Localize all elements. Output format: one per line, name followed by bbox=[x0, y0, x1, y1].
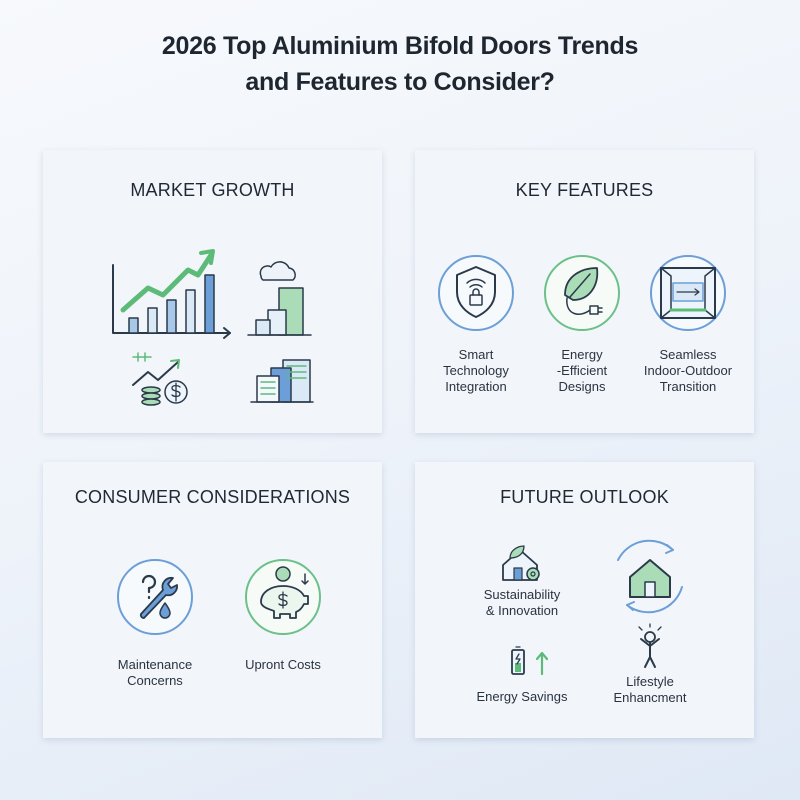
label-line: Integration bbox=[445, 379, 507, 394]
feature-label: Seamless Indoor-Outdoor Transition bbox=[623, 347, 753, 395]
label-line: Enhancment bbox=[613, 690, 687, 705]
label-line: -Efficient bbox=[556, 363, 608, 378]
label-line: Concerns bbox=[127, 673, 183, 688]
consideration-label: Upront Costs bbox=[218, 657, 348, 673]
panel: FUTURE OUTLOOK Sustainability & Innovati… bbox=[415, 462, 754, 738]
icons bbox=[438, 255, 726, 331]
icons bbox=[112, 249, 314, 406]
feature-label: Energy -Efficient Designs bbox=[517, 347, 647, 395]
icons bbox=[502, 539, 683, 676]
label-line: Maintenance bbox=[117, 657, 193, 672]
label-line: & Innovation bbox=[485, 603, 559, 618]
panel-title: FUTURE OUTLOOK bbox=[500, 487, 669, 507]
feature-label: Smart Technology Integration bbox=[411, 347, 541, 395]
label-line: Energy Savings bbox=[476, 689, 568, 704]
panel-title: MARKET GROWTH bbox=[130, 180, 295, 200]
icons bbox=[117, 559, 321, 635]
panel: KEY FEATURES Smart Technology Integratio… bbox=[415, 150, 754, 433]
label-line: Seamless bbox=[659, 347, 717, 362]
outlook-label: Sustainability & Innovation bbox=[457, 587, 587, 619]
label-line: Transition bbox=[659, 379, 717, 394]
title-line: and Features to Consider? bbox=[245, 68, 555, 96]
panel: MARKET GROWTH bbox=[43, 150, 382, 433]
panel-title: CONSUMER CONSIDERATIONS bbox=[74, 487, 351, 507]
page-title: 2026 Top Aluminium Bifold Doors Trends a… bbox=[0, 28, 800, 100]
outlook-label: Lifestyle Enhancment bbox=[585, 674, 715, 706]
title-line: 2026 Top Aluminium Bifold Doors Trends bbox=[161, 32, 639, 60]
label-line: Sustainability bbox=[483, 587, 561, 602]
label-line: Upront Costs bbox=[245, 657, 321, 672]
label-line: Indoor-Outdoor bbox=[643, 363, 733, 378]
panel-title: KEY FEATURES bbox=[515, 180, 654, 200]
label-line: Technology bbox=[443, 363, 509, 378]
outlook-label: Energy Savings bbox=[457, 689, 587, 705]
label-line: Lifestyle bbox=[626, 674, 674, 689]
consideration-label: Maintenance Concerns bbox=[90, 657, 220, 689]
label-line: Smart bbox=[458, 347, 494, 362]
label-line: Designs bbox=[558, 379, 606, 394]
panel: CONSUMER CONSIDERATIONS Maintenance Conc… bbox=[43, 462, 382, 738]
label-line: Energy bbox=[561, 347, 603, 362]
